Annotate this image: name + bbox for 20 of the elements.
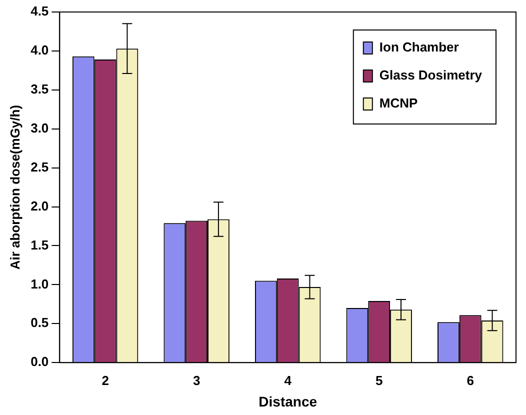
x-axis-title: Distance	[258, 393, 318, 410]
y-tick-label: 2.5	[30, 159, 49, 174]
y-tick-label: 1.0	[30, 276, 49, 292]
x-tick-label: 2	[102, 372, 109, 388]
x-tick-label: 3	[192, 372, 200, 388]
y-tick-label: 2.0	[30, 198, 49, 214]
y-tick-label: 1.5	[30, 237, 49, 252]
y-tick-label: 3.0	[30, 120, 49, 136]
legend-label: Glass Dosimetry	[379, 68, 483, 83]
legend-label: MCNP	[379, 96, 418, 111]
y-tick-label: 4.5	[30, 4, 49, 19]
y-tick-label: 4.0	[30, 42, 49, 58]
y-tick-label: 0.5	[30, 315, 49, 330]
x-tick-label: 5	[375, 372, 383, 388]
x-tick-label: 6	[466, 372, 474, 388]
x-tick-label: 4	[284, 372, 292, 388]
y-tick-label: 0.0	[30, 354, 49, 370]
y-axis-title: Air aborption dose(mGy/h)	[7, 104, 22, 270]
y-tick-label: 3.5	[30, 81, 49, 96]
legend-label: Ion Chamber	[379, 40, 459, 55]
